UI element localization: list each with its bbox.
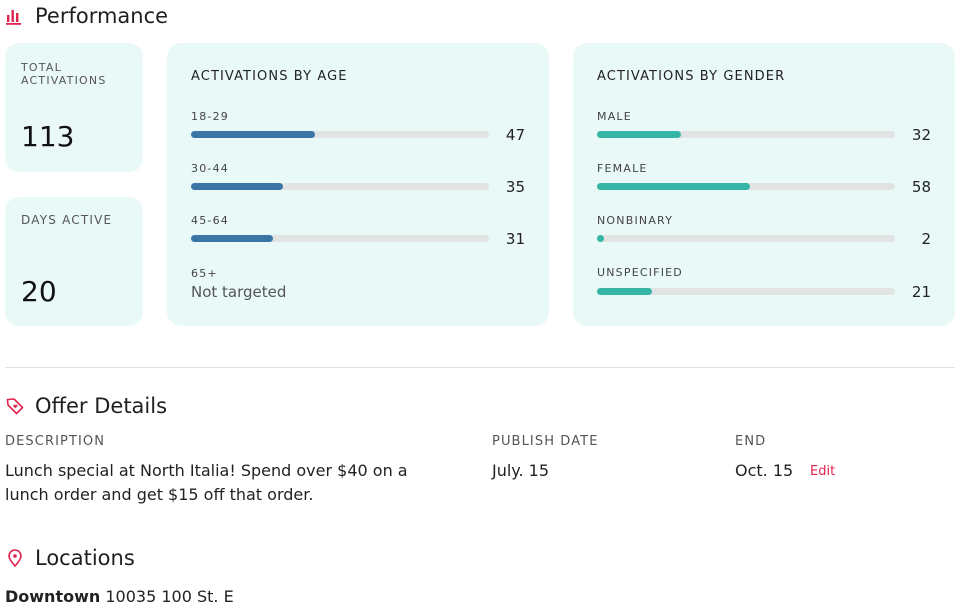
location-address: 10035 100 St. E — [105, 587, 234, 606]
age-extra-note: Not targeted — [191, 283, 287, 301]
gender-bar-label: UNSPECIFIED — [597, 266, 683, 279]
gender-bar-value: 58 — [911, 178, 931, 196]
total-activations-card: TOTAL ACTIVATIONS 113 — [5, 43, 143, 172]
age-bar-track — [191, 131, 489, 138]
map-pin-icon — [5, 548, 25, 568]
performance-title: Performance — [35, 4, 169, 28]
tag-heart-icon — [5, 396, 25, 416]
gender-bar-track — [597, 288, 895, 295]
activations-by-gender-card: ACTIVATIONS BY GENDER MALE 32 FEMALE 58 … — [573, 43, 955, 326]
description-label: DESCRIPTION — [5, 434, 106, 449]
gender-bar-fill — [597, 183, 750, 190]
gender-card-title: ACTIVATIONS BY GENDER — [597, 69, 786, 84]
section-divider — [5, 367, 955, 368]
age-bar-fill — [191, 131, 315, 138]
gender-bar-fill — [597, 131, 682, 138]
days-active-card: DAYS ACTIVE 20 — [5, 197, 143, 326]
age-bar-fill — [191, 183, 284, 190]
age-bar-fill — [191, 235, 273, 242]
age-bar-track — [191, 235, 489, 242]
days-active-value: 20 — [21, 275, 57, 308]
bar-chart-icon — [5, 6, 25, 26]
gender-bar-fill — [597, 288, 653, 295]
total-activations-label: TOTAL ACTIVATIONS — [21, 61, 107, 87]
age-extra-label: 65+ — [191, 267, 218, 280]
days-active-label: DAYS ACTIVE — [21, 213, 113, 227]
gender-bar-track — [597, 183, 895, 190]
activations-by-age-card: ACTIVATIONS BY AGE 18-29 47 30-44 35 45-… — [167, 43, 549, 326]
gender-bar-track — [597, 131, 895, 138]
location-name: Downtown — [5, 587, 101, 606]
age-bar-value: 47 — [505, 126, 525, 144]
age-bar-value: 35 — [505, 178, 525, 196]
publish-date-label: PUBLISH DATE — [492, 434, 599, 449]
age-bar-track — [191, 183, 489, 190]
publish-date-value: July. 15 — [492, 461, 550, 480]
end-date-label: END — [735, 434, 767, 449]
age-card-title: ACTIVATIONS BY AGE — [191, 69, 348, 84]
offer-details-title: Offer Details — [35, 394, 168, 418]
age-bar-label: 30-44 — [191, 162, 229, 175]
gender-bar-label: NONBINARY — [597, 214, 674, 227]
edit-link[interactable]: Edit — [810, 464, 836, 479]
locations-title: Locations — [35, 546, 135, 570]
total-activations-value: 113 — [21, 120, 75, 153]
performance-heading: Performance — [5, 4, 168, 28]
locations-heading: Locations — [5, 546, 135, 570]
age-bar-label: 45-64 — [191, 214, 229, 227]
gender-bar-value: 2 — [921, 230, 931, 248]
gender-bar-value: 21 — [911, 283, 931, 301]
gender-bar-label: MALE — [597, 110, 632, 123]
gender-bar-track — [597, 235, 895, 242]
gender-bar-label: FEMALE — [597, 162, 648, 175]
description-line: lunch order and get $15 off that order. — [5, 485, 314, 504]
gender-bar-value: 32 — [911, 126, 931, 144]
gender-bar-fill — [597, 235, 604, 242]
description-text: Lunch special at North Italia! Spend ove… — [5, 459, 475, 507]
location-item[interactable]: Downtown 10035 100 St. E — [5, 587, 234, 606]
age-bar-value: 31 — [505, 230, 525, 248]
age-bar-label: 18-29 — [191, 110, 229, 123]
description-line: Lunch special at North Italia! Spend ove… — [5, 461, 408, 480]
end-date-value: Oct. 15 — [735, 461, 794, 480]
offer-details-heading: Offer Details — [5, 394, 167, 418]
